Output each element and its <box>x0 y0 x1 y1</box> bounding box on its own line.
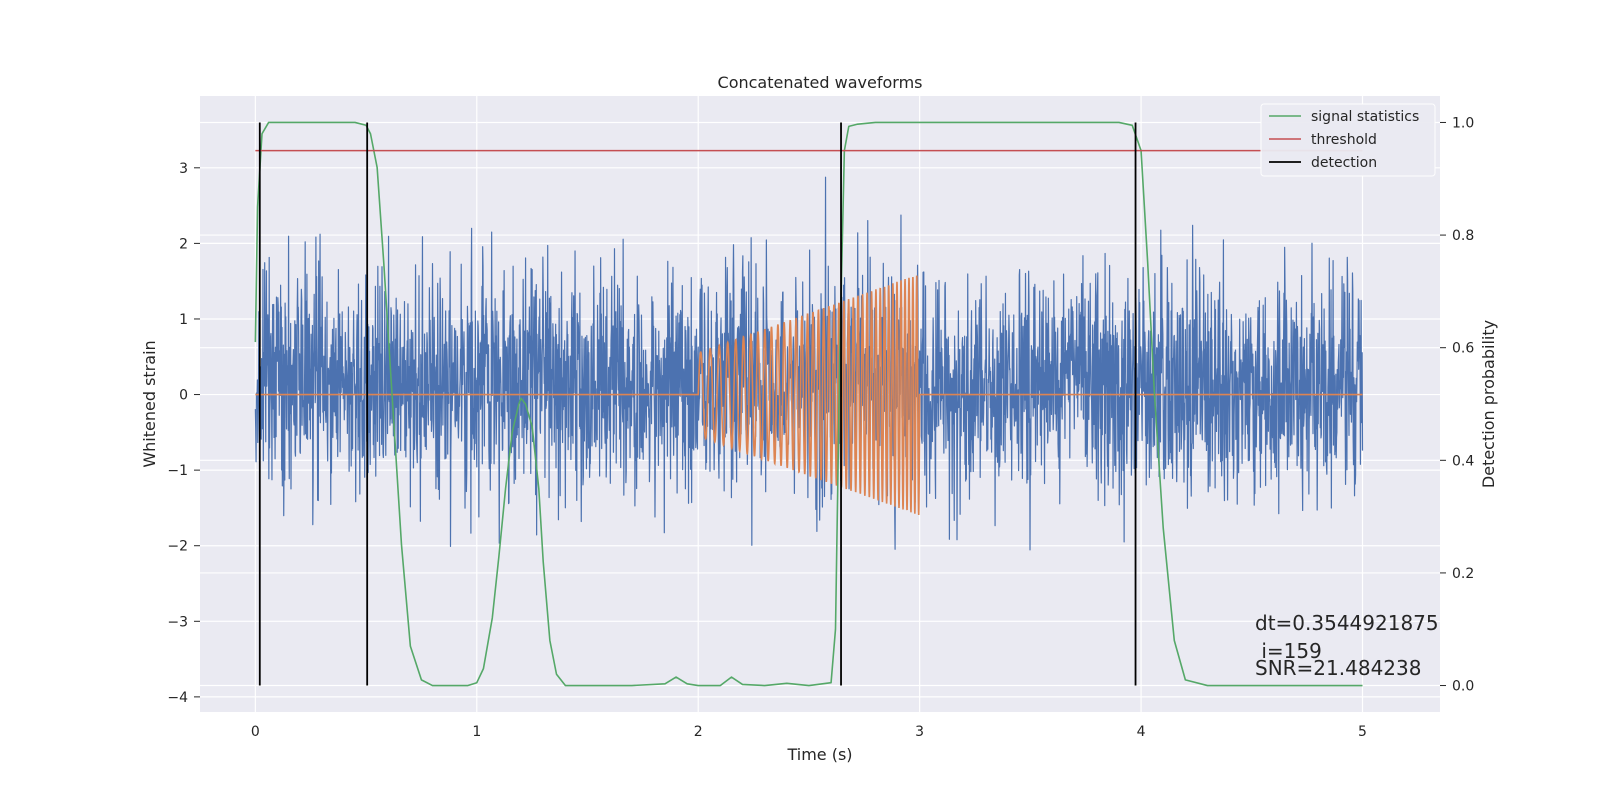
y-tick-label: 1 <box>179 312 188 328</box>
y-tick-label: 3 <box>179 161 188 177</box>
y2-tick-label: 0.8 <box>1452 228 1474 244</box>
injected-signal-series <box>255 275 1363 516</box>
y2-tick-label: 0.4 <box>1452 453 1474 469</box>
annotation-snr: SNR=21.484238 <box>1255 656 1421 680</box>
x-tick-label: 2 <box>694 724 703 740</box>
signal_statistics-line <box>254 121 1363 687</box>
plot-area <box>254 121 1364 687</box>
y2-tick-label: 0.6 <box>1452 341 1474 357</box>
y2-tick-label: 0.0 <box>1452 679 1474 695</box>
legend-box <box>1260 103 1436 177</box>
x-tick-label: 4 <box>1137 724 1146 740</box>
y-tick-label: −4 <box>167 690 188 706</box>
legend-label-signal-statistics: signal statistics <box>1311 109 1419 125</box>
y-tick-label: −2 <box>167 539 188 555</box>
y2-axis-ticks: 1.0 0.8 0.6 0.4 0.2 0.0 <box>1440 115 1474 695</box>
legend: signal statistics threshold detection <box>1260 103 1436 177</box>
legend-label-detection: detection <box>1311 155 1377 171</box>
x-tick-label: 0 <box>251 724 260 740</box>
x-axis-label: Time (s) <box>786 745 852 764</box>
annotation-i: i=159 <box>1255 639 1322 663</box>
x-axis-ticks: 0 1 2 3 4 5 <box>251 724 1367 740</box>
chart-title: Concatenated waveforms <box>718 73 923 92</box>
y-axis-label: Whitened strain <box>140 340 159 467</box>
y-tick-label: 2 <box>179 236 188 252</box>
y-axis-ticks: 3 2 1 0 −1 −2 −3 −4 <box>167 161 200 706</box>
x-tick-label: 3 <box>915 724 924 740</box>
y-tick-label: −1 <box>167 463 188 479</box>
y2-axis-label: Detection probability <box>1479 320 1498 488</box>
detection-layer <box>254 121 1363 687</box>
x-tick-label: 5 <box>1358 724 1367 740</box>
y2-tick-label: 0.2 <box>1452 566 1474 582</box>
y-tick-label: −3 <box>167 614 188 630</box>
legend-label-threshold: threshold <box>1311 132 1377 148</box>
injected-signal-line <box>255 275 1363 516</box>
y2-tick-label: 1.0 <box>1452 115 1474 131</box>
x-tick-label: 1 <box>472 724 481 740</box>
y-tick-label: 0 <box>179 388 188 404</box>
annotation-dt: dt=0.3544921875 <box>1255 611 1439 635</box>
